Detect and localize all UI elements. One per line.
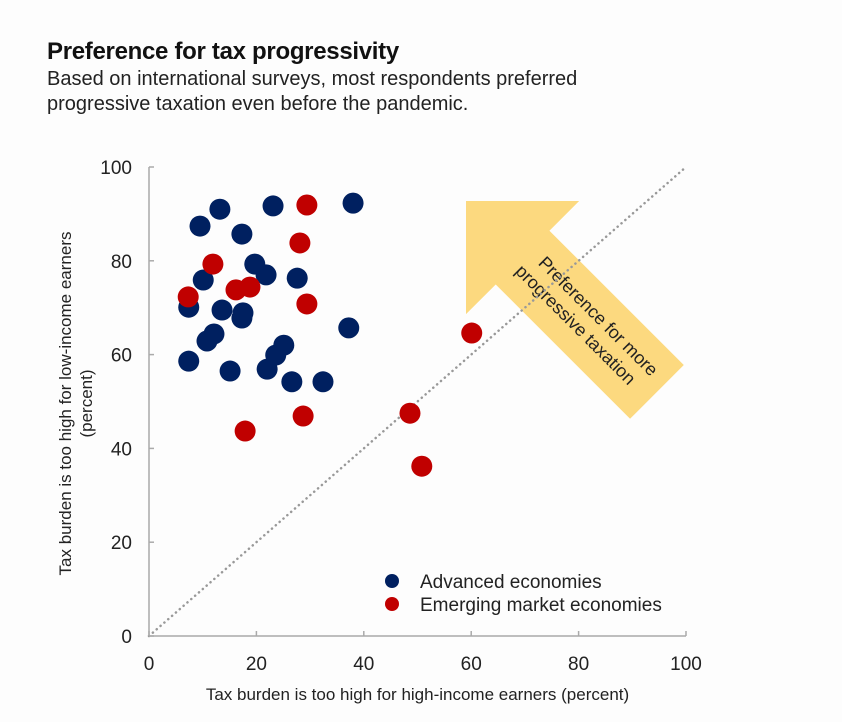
points-layer: [177, 192, 483, 477]
legend-label: Advanced economies: [420, 572, 602, 593]
y-tick-label: 0: [121, 627, 132, 648]
data-point: [399, 402, 421, 424]
x-tick-label: 0: [144, 654, 155, 675]
data-point: [342, 192, 364, 214]
data-point: [461, 322, 483, 344]
legend-marker: [385, 574, 399, 588]
x-axis-label: Tax burden is too high for high-income e…: [206, 685, 629, 704]
legend-label: Emerging market economies: [420, 595, 662, 616]
data-point: [177, 286, 199, 308]
data-point: [262, 195, 284, 217]
subtitle-line-2: progressive taxation even before the pan…: [47, 93, 469, 115]
data-point: [219, 360, 241, 382]
x-tick-label: 60: [461, 654, 482, 675]
data-point: [192, 269, 214, 291]
data-point: [211, 299, 233, 321]
data-point: [256, 358, 278, 380]
chart-title: Preference for tax progressivity: [47, 38, 399, 65]
data-point: [202, 253, 224, 275]
data-point: [196, 330, 218, 352]
data-point: [292, 405, 314, 427]
x-tick-label: 20: [246, 654, 267, 675]
data-point: [411, 455, 433, 477]
y-axis-label-line-1: Tax burden is too high for low-income ea…: [56, 232, 75, 576]
data-point: [231, 307, 253, 329]
data-point: [209, 198, 231, 220]
data-point: [234, 420, 256, 442]
data-point: [178, 350, 200, 372]
data-point: [189, 215, 211, 237]
data-point: [255, 264, 277, 286]
axes: 0 20 40 60 80 100 0 20 40 60 80 100: [100, 158, 702, 675]
data-point: [286, 267, 308, 289]
y-tick-label: 80: [111, 252, 132, 273]
data-point: [231, 223, 253, 245]
y-axis-label-line-2: (percent): [77, 369, 96, 437]
series-advanced-economies: [178, 192, 364, 393]
data-point: [296, 194, 318, 216]
y-tick-label: 20: [111, 533, 132, 554]
data-point: [281, 371, 303, 393]
x-tick-label: 40: [353, 654, 374, 675]
diagonal-reference-line: [147, 165, 688, 638]
legend-marker: [385, 597, 399, 611]
data-point: [296, 293, 318, 315]
data-point: [289, 232, 311, 254]
y-tick-label: 60: [111, 346, 132, 367]
y-tick-label: 40: [111, 439, 132, 460]
x-tick-label: 100: [670, 654, 702, 675]
arrow-shape: [466, 201, 684, 419]
data-point: [312, 371, 334, 393]
y-tick-label: 100: [100, 158, 132, 179]
data-point: [338, 317, 360, 339]
subtitle-line-1: Based on international surveys, most res…: [47, 68, 578, 90]
chart-subtitle: Based on international surveys, most res…: [47, 67, 747, 117]
series-emerging-market-economies: [177, 194, 483, 477]
data-point: [239, 276, 261, 298]
x-tick-label: 80: [568, 654, 589, 675]
